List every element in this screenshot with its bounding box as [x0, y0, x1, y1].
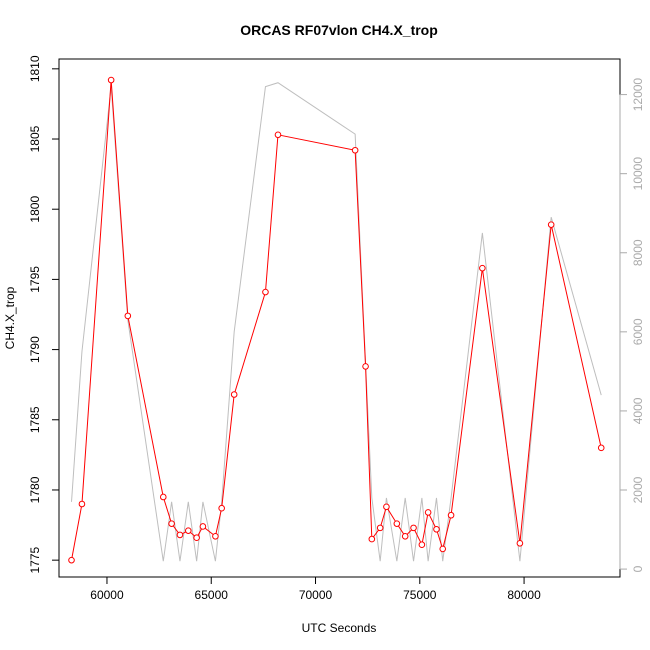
data-point: [159, 493, 167, 501]
data-point: [262, 288, 269, 296]
data-point: [547, 221, 555, 228]
y2-axis-right: 0 2000 4000 6000 8000 10000 12000: [619, 78, 645, 572]
y2-tick-label: 12000: [631, 78, 645, 112]
data-point: [193, 534, 200, 541]
data-point: [212, 532, 219, 540]
plot-frame: [58, 58, 621, 578]
data-point: [516, 540, 524, 547]
secondary-series: [71, 82, 602, 562]
y2-tick-label: 0: [631, 565, 645, 572]
data-point: [218, 504, 225, 512]
y-tick-label: 1805: [28, 125, 42, 152]
y-tick-label: 1775: [28, 546, 42, 573]
y-tick-label: 1795: [28, 266, 42, 293]
data-point: [107, 76, 115, 84]
x-tick-label: 75000: [403, 588, 437, 602]
y2-tick-label: 10000: [631, 157, 645, 191]
data-point: [401, 532, 409, 540]
y-tick-label: 1800: [28, 196, 42, 223]
data-point: [176, 531, 184, 539]
y-tick-label: 1810: [28, 55, 42, 82]
x-axis: 60000 65000 70000 75000 80000: [90, 576, 541, 602]
chart-title: ORCAS RF07vlon CH4.X_trop: [240, 22, 438, 38]
y2-tick-label: 4000: [631, 397, 645, 424]
x-tick-label: 60000: [90, 588, 124, 602]
data-point: [410, 524, 417, 532]
data-point: [439, 545, 447, 553]
data-point: [199, 523, 207, 530]
data-point: [424, 509, 432, 516]
x-tick-label: 80000: [507, 588, 541, 602]
y-tick-label: 1785: [28, 406, 42, 433]
data-point: [597, 444, 605, 452]
data-point: [124, 312, 132, 320]
data-point: [351, 146, 359, 154]
data-point: [383, 503, 390, 511]
y2-tick-label: 8000: [631, 239, 645, 266]
data-point: [230, 391, 238, 398]
y-tick-label: 1780: [28, 476, 42, 503]
x-tick-label: 65000: [195, 588, 229, 602]
data-point: [362, 363, 369, 370]
secondary-series-line: [71, 82, 602, 562]
data-point: [274, 131, 282, 139]
data-point: [78, 500, 86, 508]
data-point: [447, 511, 455, 519]
data-point: [68, 556, 75, 564]
primary-series: [68, 76, 605, 564]
y-tick-label: 1790: [28, 336, 42, 363]
data-point: [168, 520, 175, 527]
y2-tick-label: 6000: [631, 318, 645, 345]
y-axis-label: CH4.X_trop: [3, 286, 17, 349]
y-axis: 1775 1780 1785 1790 1795 1800 1805 1810: [28, 55, 60, 574]
data-point: [418, 541, 426, 549]
data-point: [479, 264, 486, 272]
data-point: [376, 524, 384, 532]
primary-series-line: [71, 80, 602, 561]
y2-tick-label: 2000: [631, 476, 645, 503]
x-axis-label: UTC Seconds: [302, 621, 377, 635]
data-point: [393, 520, 401, 527]
x-tick-label: 70000: [299, 588, 333, 602]
data-point: [185, 527, 192, 534]
data-point: [433, 525, 440, 533]
data-point: [368, 535, 376, 543]
